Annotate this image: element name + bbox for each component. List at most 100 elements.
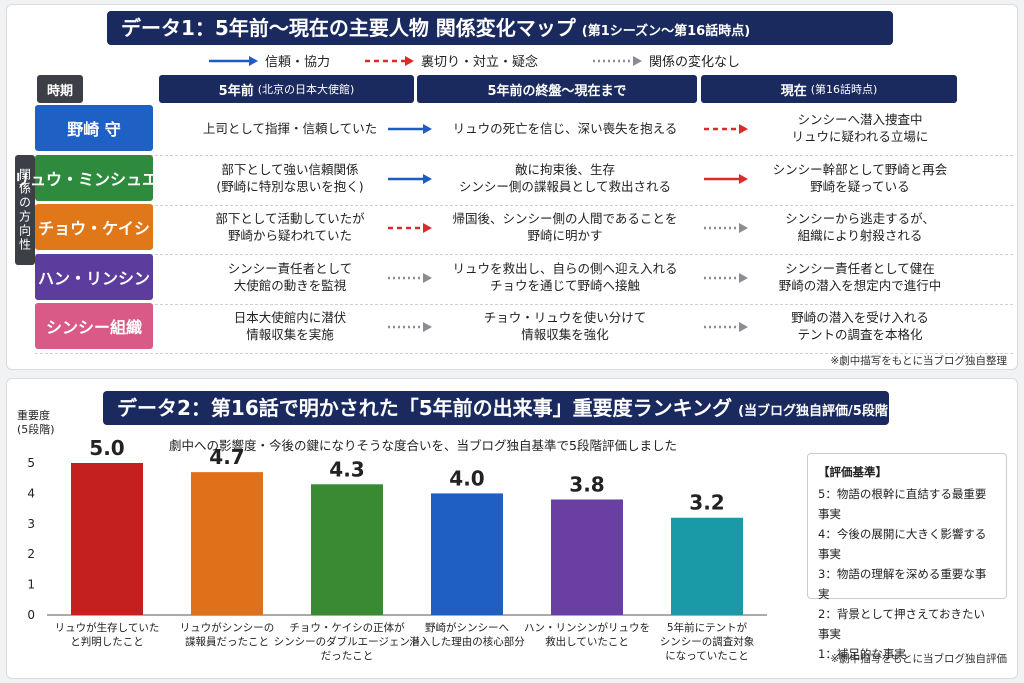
cell-5years-ago: 上司として指揮・信頼していた xyxy=(202,120,378,136)
bar-value-label: 4.0 xyxy=(449,466,484,490)
cell-5years-ago: シンシー責任者として 大使館の動きを監視 xyxy=(227,260,353,293)
direction-side-label: 関係の方向性 xyxy=(15,155,35,265)
cell-current: 野崎の潜入を受け入れる テントの調査を本格化 xyxy=(791,310,929,342)
category-label: 5年前にテントが xyxy=(667,621,748,634)
category-label: だったこと xyxy=(321,650,374,662)
bar-value-label: 3.8 xyxy=(569,472,604,496)
relationship-row: ハン・リンシン シンシー責任者として 大使館の動きを監視 リュウを救出し、自らの… xyxy=(35,253,1013,305)
category-label: ハン・リンシンがリュウを xyxy=(524,621,650,634)
dotted-gray-arrow-icon xyxy=(704,223,748,233)
category-label: リュウがシンシーの xyxy=(180,621,275,634)
cell-current: シンシー責任者として健在 野崎の潜入を想定内で進行中 xyxy=(778,260,942,293)
y-tick-label: 3 xyxy=(27,517,35,531)
transition-arrow-1 xyxy=(387,171,433,190)
category-label: 野崎がシンシーへ xyxy=(425,621,509,634)
dotted-gray-arrow-icon xyxy=(704,322,748,332)
bar-value-label: 3.2 xyxy=(689,491,724,515)
transition-arrow-2 xyxy=(703,121,749,140)
bar-value-label: 5.0 xyxy=(89,436,124,460)
y-tick-label: 5 xyxy=(27,456,35,470)
legend-label-betrayal: 裏切り・対立・疑念 xyxy=(421,55,539,70)
relationship-row: シンシー組織 日本大使館内に潜伏 情報収集を実施 チョウ・リュウを使い分けて 情… xyxy=(35,303,1013,354)
bar xyxy=(671,517,743,615)
bar-value-label: 4.3 xyxy=(329,457,364,481)
person-label: 野崎 守 xyxy=(35,105,153,151)
ranking-panel: データ2：第16話で明かされた「5年前の出来事」重要度ランキング (当ブログ独自… xyxy=(6,378,1018,679)
y-axis-label: 重要度 (5段階) xyxy=(17,409,55,436)
transition-arrow-2 xyxy=(703,171,749,190)
y-tick-label: 2 xyxy=(27,547,35,561)
relationship-row: チョウ・ケイシ 部下として活動していたが 野崎から疑われていた 帰国後、シンシー… xyxy=(35,204,1013,255)
cell-late-to-now: 敵に拘束後、生存 シンシー側の諜報員として救出される xyxy=(458,161,672,194)
panel2-title: データ2：第16話で明かされた「5年前の出来事」重要度ランキング (当ブログ独自… xyxy=(103,391,894,425)
dashed-red-arrow-icon xyxy=(365,55,414,66)
cell-current: シンシーへ潜入捜査中 リュウに疑われる立場に xyxy=(791,112,929,144)
person-label: リュウ・ミンシュエン xyxy=(14,154,174,201)
category-label: リュウが生存していた xyxy=(55,621,160,634)
legend-label-trust: 信頼・協力 xyxy=(265,55,331,70)
solid-red-arrow-icon xyxy=(704,173,748,184)
solid-blue-arrow-icon xyxy=(388,124,432,134)
cell-late-to-now: リュウを救出し、自らの側へ迎え入れる チョウを通じて野崎へ接触 xyxy=(452,260,678,293)
transition-arrow-2 xyxy=(703,270,749,289)
criteria-item: 1：補足的な事実 xyxy=(818,647,906,661)
relationship-map-panel: データ1：5年前〜現在の主要人物 関係変化マップ (第1シーズン〜第16話時点)… xyxy=(6,4,1018,370)
y-tick-label: 0 xyxy=(27,608,35,622)
relationship-row: 野崎 守 上司として指揮・信頼していた リュウの死亡を信じ、深い喪失を抱える シ… xyxy=(35,105,1013,156)
transition-arrow-2 xyxy=(703,220,749,239)
bar xyxy=(311,484,383,615)
category-label: 潜入した理由の核心部分 xyxy=(409,635,525,648)
bar xyxy=(551,499,623,615)
category-label: シンシーのダブルエージェント xyxy=(274,635,421,648)
legend-label-nochange: 関係の変化なし xyxy=(649,55,741,70)
category-label: シンシーの調査対象 xyxy=(660,635,755,648)
dashed-red-arrow-icon xyxy=(388,223,432,233)
panel2-note: ※劇中描写をもとに当ブログ独自評価 xyxy=(830,653,1007,665)
cell-late-to-now: リュウの死亡を信じ、深い喪失を抱える xyxy=(452,120,678,136)
bar xyxy=(431,493,503,615)
criteria-box: 【評価基準】 5：物語の根幹に直結する最重要事実 4：今後の展開に大きく影響する… xyxy=(807,453,1007,661)
legend-nochange: 関係の変化なし xyxy=(591,51,740,70)
panel1-title-main: データ1：5年前〜現在の主要人物 関係変化マップ xyxy=(121,16,576,40)
solid-blue-arrow-icon xyxy=(209,55,258,66)
cell-late-to-now: チョウ・リュウを使い分けて 情報収集を強化 xyxy=(483,310,647,342)
dashed-red-arrow-icon xyxy=(704,124,748,134)
cell-5years-ago: 日本大使館内に潜伏 情報収集を実施 xyxy=(233,310,347,342)
dotted-gray-arrow-icon xyxy=(388,272,432,283)
transition-arrow-1 xyxy=(387,319,433,338)
category-label: 救出していたこと xyxy=(545,635,629,648)
cell-5years-ago: 部下として強い信頼関係 (野崎に特別な思いを抱く) xyxy=(216,161,364,194)
criteria-item: 5：物語の根幹に直結する最重要事実 xyxy=(818,487,987,521)
relationship-row: リュウ・ミンシュエン 部下として強い信頼関係 (野崎に特別な思いを抱く) 敵に拘… xyxy=(14,154,1013,206)
column-header-late-to-now: 5年前の終盤〜現在まで xyxy=(417,75,697,103)
category-label: チョウ・ケイシの正体が xyxy=(289,621,405,634)
criteria-item: 2：背景として押さえておきたい事実 xyxy=(818,607,986,641)
cell-current: シンシー幹部として野崎と再会 野崎を疑っている xyxy=(772,161,948,194)
chart-description: 劇中への影響度・今後の鍵になりそうな度合いを、当ブログ独自基準で5段階評価しまし… xyxy=(169,438,677,453)
bar-value-label: 4.7 xyxy=(209,445,244,469)
panel1-title: データ1：5年前〜現在の主要人物 関係変化マップ (第1シーズン〜第16話時点) xyxy=(107,11,893,45)
bar xyxy=(71,463,143,615)
legend-betrayal: 裏切り・対立・疑念 xyxy=(363,51,538,70)
panel2-title-main: データ2：第16話で明かされた「5年前の出来事」重要度ランキング xyxy=(117,396,733,420)
period-header: 時期 xyxy=(37,75,83,103)
solid-blue-arrow-icon xyxy=(388,173,432,184)
cell-late-to-now: 帰国後、シンシー側の人間であることを 野崎に明かす xyxy=(452,211,678,243)
panel1-title-sub: (第1シーズン〜第16話時点) xyxy=(581,24,751,39)
criteria-item: 4：今後の展開に大きく影響する事実 xyxy=(818,527,987,561)
person-label: ハン・リンシン xyxy=(35,253,153,300)
dotted-gray-arrow-icon xyxy=(704,272,748,283)
bar xyxy=(191,472,263,615)
dotted-gray-arrow-icon xyxy=(593,55,642,66)
person-label: チョウ・ケイシ xyxy=(35,204,153,250)
panel2-title-sub: (当ブログ独自評価/5段階) xyxy=(738,404,894,419)
category-label: と判明したこと xyxy=(70,636,144,648)
criteria-title: 【評価基準】 xyxy=(818,465,887,479)
y-tick-label: 4 xyxy=(27,486,35,500)
transition-arrow-1 xyxy=(387,121,433,140)
panel1-note: ※劇中描写をもとに当ブログ独自整理 xyxy=(830,355,1007,367)
transition-arrow-2 xyxy=(703,319,749,338)
transition-arrow-1 xyxy=(387,270,433,289)
person-label: シンシー組織 xyxy=(35,303,153,349)
